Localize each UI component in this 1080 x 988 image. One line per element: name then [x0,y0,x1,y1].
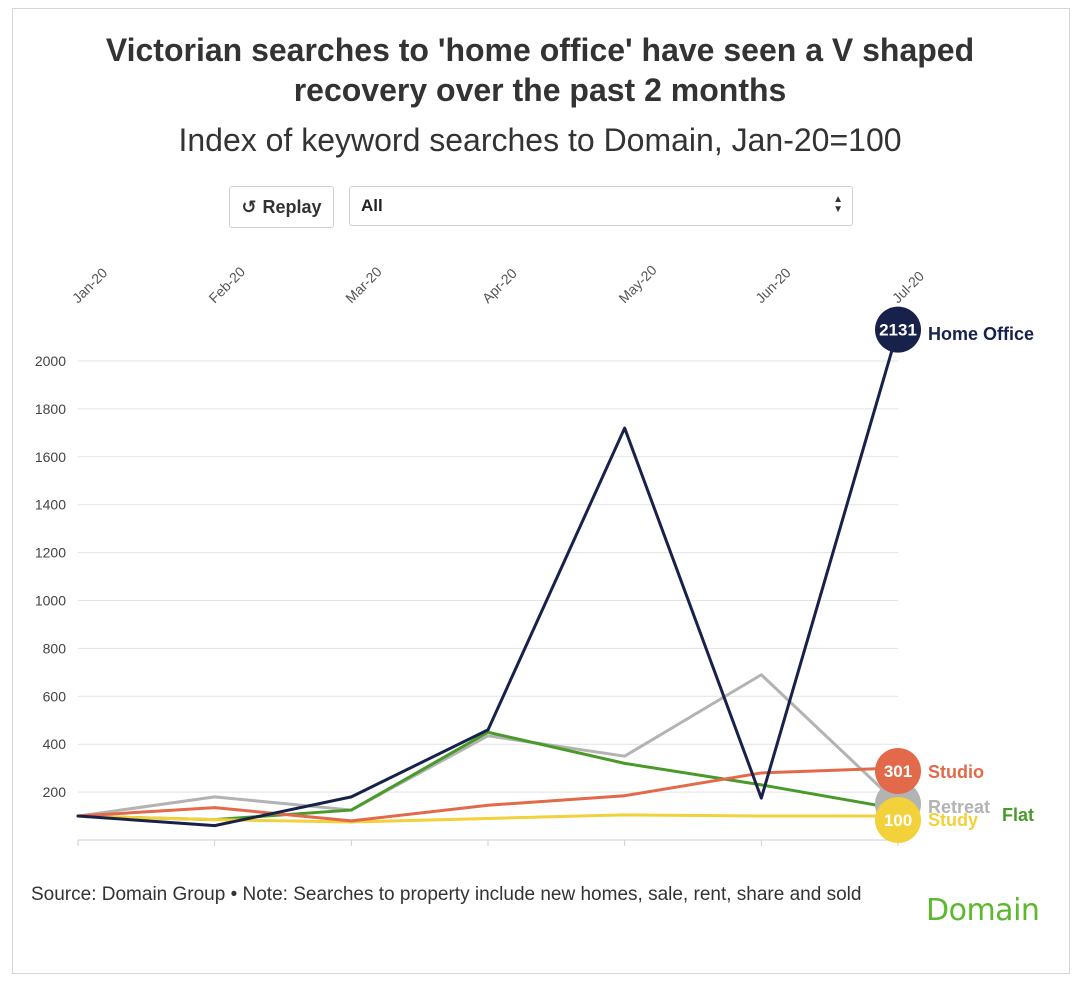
x-tick-label-feb-20: Feb-20 [205,263,248,306]
title-line-2: recovery over the past 2 months [293,72,787,108]
y-tick-label-1800: 1800 [35,401,66,417]
x-tick-label-jul-20: Jul-20 [889,268,927,306]
series-label-studio: Studio [928,762,984,782]
series-line-retreat [76,673,900,818]
y-tick-label-1200: 1200 [35,545,66,561]
select-arrows-icon: ▲ ▼ [833,194,843,215]
replay-button[interactable]: ↺ Replay [229,186,334,228]
end-value-study: 100 [884,811,912,830]
end-value-studio: 301 [884,762,912,781]
domain-logo: Domain [926,893,1040,928]
end-marker-study [875,797,921,843]
series-line-home-office [76,328,900,828]
series-select-value: All [361,196,383,215]
y-tick-label-200: 200 [43,784,67,800]
x-tick-label-apr-20: Apr-20 [479,265,520,306]
chart-title: Victorian searches to 'home office' have… [0,30,1080,110]
replay-label: Replay [262,196,322,217]
source-note: Source: Domain Group • Note: Searches to… [31,884,862,905]
series-label-retreat: Retreat [928,797,990,817]
series-label-home-office: Home Office [928,324,1034,344]
x-tick-label-mar-20: Mar-20 [342,263,385,306]
x-tick-label-may-20: May-20 [615,262,659,306]
y-tick-label-600: 600 [43,688,67,704]
series-line-study [76,813,900,824]
end-marker-studio [875,748,921,794]
y-tick-label-1600: 1600 [35,449,66,465]
x-tick-label-jun-20: Jun-20 [752,264,794,306]
series-label-flat: Flat [1002,805,1034,825]
series-label-study: Study [928,810,978,830]
end-marker-home-office [875,306,921,353]
series-line-studio [76,766,900,823]
end-value-home-office: 2131 [879,321,917,340]
y-tick-label-400: 400 [43,736,67,752]
y-tick-label-1400: 1400 [35,497,66,513]
title-line-1: Victorian searches to 'home office' have… [105,32,975,68]
chart-subtitle: Index of keyword searches to Domain, Jan… [178,122,902,158]
replay-icon: ↺ [241,196,257,217]
y-tick-label-2000: 2000 [35,353,66,369]
x-tick-label-jan-20: Jan-20 [69,264,111,306]
y-tick-label-800: 800 [43,640,67,656]
y-tick-label-1000: 1000 [35,593,66,609]
series-select[interactable]: All ▲ ▼ [349,186,853,226]
